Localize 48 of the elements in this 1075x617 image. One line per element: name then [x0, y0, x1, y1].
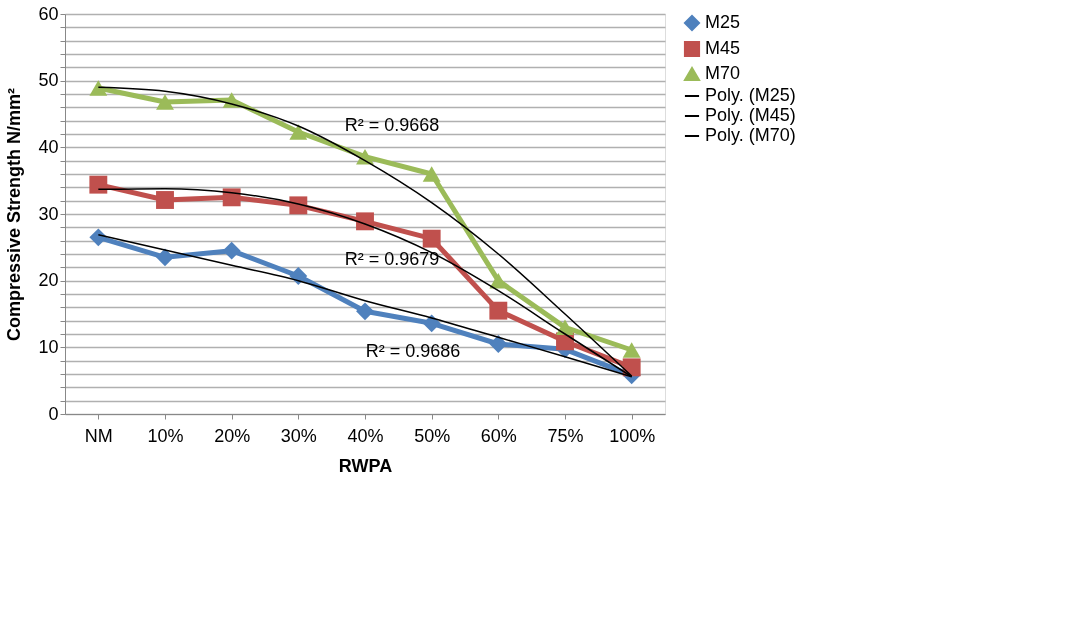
legend-label: Poly. (M45): [705, 105, 796, 125]
point: [289, 124, 308, 140]
legend-label: M45: [705, 38, 741, 58]
legend-label: Poly. (M25): [705, 85, 796, 105]
y-tick-label: 50: [38, 70, 59, 91]
point: [156, 248, 174, 267]
point: [489, 301, 508, 320]
point: [222, 241, 241, 260]
x-tick-label: 20%: [214, 425, 251, 446]
point: [89, 175, 108, 194]
point: [489, 335, 508, 353]
point: [356, 302, 374, 321]
point: [89, 80, 108, 96]
point: [422, 314, 441, 333]
x-tick-label: 10%: [147, 425, 184, 446]
point: [222, 188, 241, 207]
point: [289, 267, 308, 285]
point: [89, 228, 108, 247]
point: [289, 196, 308, 215]
y-tick-label: 10: [38, 336, 59, 357]
x-tick-label: 75%: [547, 425, 584, 446]
x-tick-label: 50%: [414, 425, 451, 446]
y-axis-title: Compressive Strength N/mm²: [4, 87, 25, 342]
x-axis-title: RWPA: [338, 455, 393, 476]
x-tick-label: 100%: [609, 425, 656, 446]
y-tick-label: 0: [48, 403, 59, 424]
point: [489, 272, 508, 289]
y-tick-label: 30: [38, 203, 59, 224]
x-tick-label: 30%: [280, 425, 317, 446]
annotation: R² = 0.9668: [344, 115, 440, 135]
legend-label: Poly. (M70): [705, 125, 796, 145]
point: [556, 319, 574, 336]
point: [356, 212, 374, 231]
annotation: R² = 0.9679: [344, 249, 440, 269]
annotation: R² = 0.9686: [365, 341, 461, 361]
point: [156, 94, 174, 110]
point: [156, 191, 174, 209]
y-tick-label: 40: [38, 136, 59, 157]
legend-label: M25: [705, 12, 741, 32]
legend-label: M70: [705, 63, 741, 83]
point: [422, 229, 441, 248]
y-tick-label: 20: [38, 270, 59, 291]
point: [622, 342, 641, 358]
x-tick-label: NM: [84, 425, 113, 446]
y-tick-label: 60: [38, 3, 59, 24]
point: [422, 166, 441, 182]
x-tick-label: 60%: [480, 425, 517, 446]
x-tick-label: 40%: [347, 425, 384, 446]
